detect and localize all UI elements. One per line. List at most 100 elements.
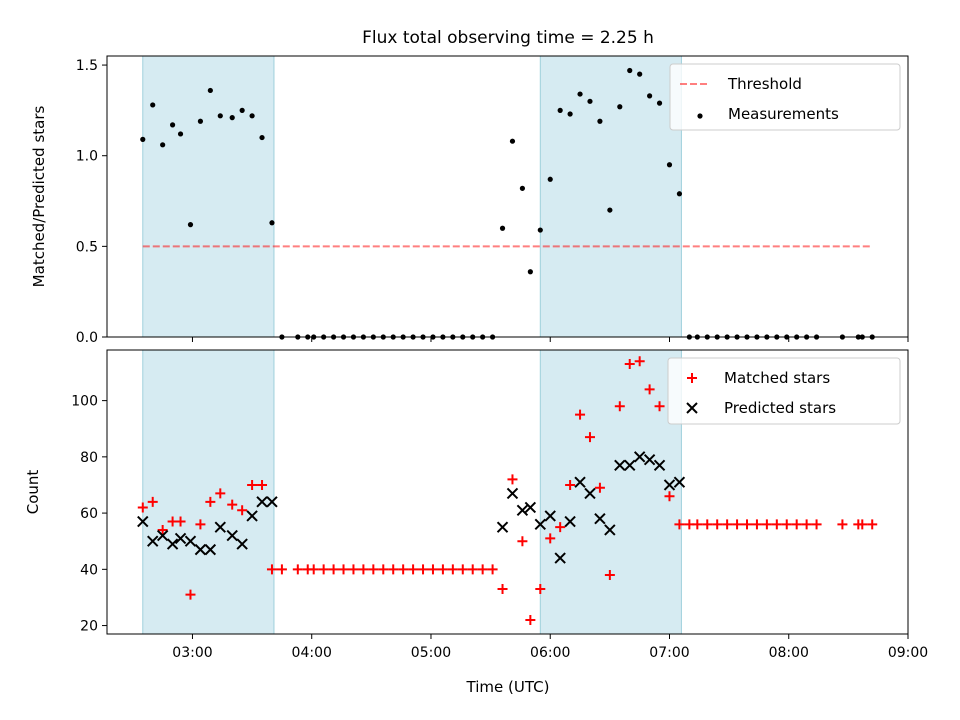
y-tick-label: 60 (80, 506, 98, 522)
matched-star-point (437, 564, 448, 575)
chart-title: Flux total observing time = 2.25 h (362, 28, 654, 48)
measurement-point (656, 100, 663, 106)
measurement-point (519, 185, 526, 191)
matched-star-point (555, 522, 566, 533)
predicted-star-point (594, 513, 606, 525)
matched-star-point (624, 359, 635, 370)
predicted-star-point (166, 538, 179, 550)
matched-star-point (761, 519, 772, 530)
matched-star-point (722, 519, 733, 530)
matched-star-point (215, 488, 226, 499)
matched-star-point (418, 564, 429, 575)
matched-star-point (348, 564, 359, 575)
predicted-star-point (604, 524, 616, 536)
predicted-star-point (174, 532, 187, 545)
y-axis-label: Count (24, 470, 42, 515)
matched-star-point (137, 502, 148, 513)
series-matched-stars (137, 356, 878, 625)
measurement-point (207, 87, 213, 94)
matched-star-point (771, 519, 782, 530)
measurement-point (577, 91, 583, 97)
matched-star-point (247, 479, 258, 490)
matched-star-point (525, 614, 536, 625)
matched-star-point (477, 564, 488, 575)
predicted-star-point (673, 476, 686, 488)
measurement-point (169, 122, 176, 128)
measurement-point (217, 113, 223, 119)
matched-star-point (205, 496, 216, 507)
matched-star-point (257, 479, 268, 490)
measurement-point (269, 220, 275, 226)
predicted-star-point (214, 521, 227, 533)
measurement-point (187, 222, 194, 228)
shaded-interval (539, 349, 682, 635)
matched-star-point (811, 519, 822, 530)
x-tick-label: 07:00 (649, 645, 689, 661)
measurement-point (557, 107, 563, 113)
measurement-point (587, 98, 593, 104)
legend-matched-swatch (687, 373, 697, 383)
matched-star-point (644, 384, 655, 395)
legend-predicted-swatch (686, 402, 698, 414)
measurement-point (239, 107, 245, 113)
measurement-point (527, 269, 533, 275)
legend-label: Matched stars (724, 369, 830, 387)
measurement-point (666, 162, 673, 168)
matched-star-point (338, 564, 349, 575)
predicted-star-point (137, 515, 149, 528)
matched-star-point (467, 564, 478, 575)
predicted-star-point (156, 529, 169, 542)
matched-star-point (781, 519, 792, 530)
predicted-star-point (524, 501, 537, 514)
matched-star-point (457, 564, 468, 575)
legend: Matched stars Predicted stars (667, 357, 901, 425)
matched-star-point (308, 564, 319, 575)
shaded-interval (539, 55, 682, 338)
matched-star-point (751, 519, 762, 530)
matched-star-point (487, 564, 498, 575)
measurement-point (150, 102, 156, 108)
measurement-point (607, 207, 613, 213)
matched-star-point (732, 519, 743, 530)
measurement-point (499, 225, 506, 231)
legend-box (667, 357, 901, 425)
legend-measurement-swatch (697, 113, 703, 119)
predicted-star-point (516, 504, 529, 516)
measurement-point (597, 118, 603, 124)
matched-star-point (801, 519, 812, 530)
legend: Threshold Measurements (669, 63, 901, 131)
matched-star-point (237, 505, 248, 516)
shaded-interval (142, 55, 275, 338)
y-axis-label: Matched/Predicted stars (30, 106, 48, 288)
matched-star-point (545, 533, 556, 544)
predicted-star-point (266, 496, 278, 508)
matched-star-point (507, 474, 518, 485)
legend-label: Threshold (727, 75, 802, 93)
matched-star-point (398, 564, 409, 575)
y-tick-label: 100 (71, 394, 98, 410)
matched-star-point (664, 491, 675, 502)
matched-star-point (175, 516, 186, 527)
axes-frame (106, 55, 909, 338)
matched-star-point (584, 432, 595, 443)
matched-star-point (358, 564, 369, 575)
matched-star-point (266, 564, 277, 575)
predicted-star-point (544, 510, 556, 522)
predicted-star-point (226, 529, 238, 542)
matched-star-point (185, 589, 196, 600)
matched-star-point (634, 356, 645, 367)
matched-star-point (674, 519, 685, 530)
predicted-star-point (574, 476, 586, 488)
y-tick-label: 80 (80, 450, 98, 466)
axes-frame (106, 349, 909, 635)
predicted-star-point (204, 543, 217, 556)
matched-star-point (378, 564, 389, 575)
measurement-point (637, 71, 643, 77)
measurement-point (676, 191, 683, 197)
matched-star-point (368, 564, 379, 575)
matched-star-point (654, 401, 665, 412)
matched-star-point (227, 499, 238, 510)
matched-star-point (594, 482, 605, 493)
shaded-interval (142, 349, 275, 635)
